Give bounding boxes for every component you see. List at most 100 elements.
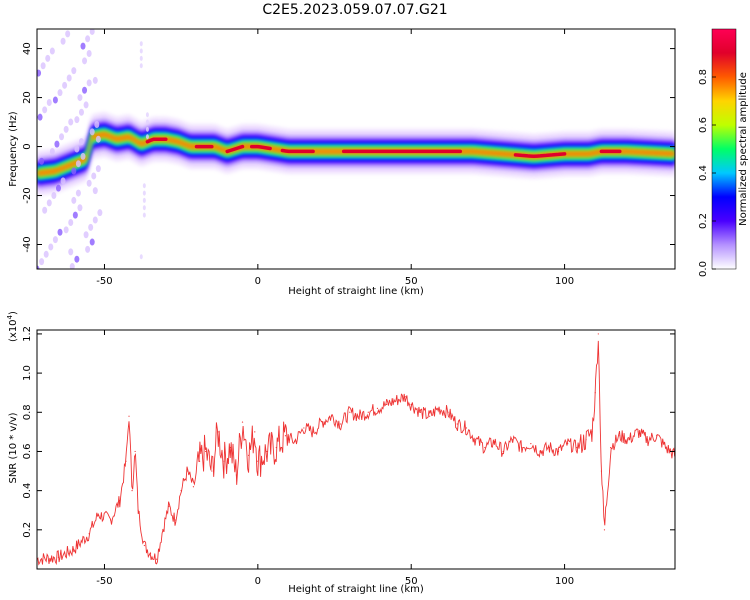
heatmap-noise [74, 145, 80, 153]
x-tick-label: -50 [96, 576, 112, 587]
heatmap-noise [71, 196, 77, 204]
snr-point [597, 333, 599, 335]
snr-point [119, 499, 121, 502]
snr-point [628, 439, 630, 441]
snr-y-label: SNR (10 * v/v) [8, 412, 19, 483]
snr-point [248, 454, 250, 456]
x-tick-label: 100 [555, 576, 574, 587]
y-tick-label: 0.8 [22, 404, 33, 420]
snr-point [97, 513, 99, 515]
snr-point [294, 441, 296, 443]
colorbar-ticks: 0.0 0.2 0.4 0.6 0.8 [698, 69, 716, 277]
heatmap-noise [55, 184, 61, 192]
spectrogram-frame [36, 28, 676, 270]
heatmap-noise [95, 135, 101, 143]
heatmap-core [513, 152, 567, 159]
snr-point [465, 427, 468, 429]
heatmap-noise [75, 189, 81, 197]
snr-point [386, 403, 388, 406]
heatmap-noise [42, 206, 48, 214]
snr-point [456, 423, 458, 425]
heatmap-noise [139, 55, 143, 61]
snr-point [192, 486, 195, 488]
heatmap-noise [63, 125, 69, 133]
heatmap-noise [57, 228, 63, 236]
snr-point [511, 439, 514, 441]
heatmap-noise [94, 121, 100, 129]
snr-point [591, 431, 593, 433]
heatmap-noise [68, 218, 74, 226]
snr-x-label: Height of straight line (km) [288, 584, 424, 595]
snr-point [502, 450, 504, 453]
heatmap-noise [145, 126, 149, 132]
colorbar-frame [711, 28, 737, 270]
heatmap-noise [69, 263, 75, 269]
snr-point [73, 548, 75, 551]
heatmap-noise [139, 48, 143, 54]
heatmap-noise [42, 106, 48, 114]
heatmap-noise [89, 29, 95, 35]
heatmap-noise [145, 112, 149, 118]
heatmap-core [225, 144, 245, 154]
heatmap-noise [145, 119, 149, 125]
heatmap-noise [66, 74, 72, 82]
heatmap-noise [74, 116, 80, 124]
snr-point [223, 460, 225, 462]
snr-point [395, 399, 397, 402]
snr-point [125, 460, 127, 462]
snr-point [646, 439, 648, 441]
y-tick-label: -40 [22, 236, 33, 252]
heatmap-noise [142, 205, 146, 211]
heatmap-noise [142, 197, 146, 203]
heatmap-noise [45, 54, 51, 62]
heatmap-noise [49, 147, 55, 155]
heatmap-noise [78, 138, 84, 146]
figure-title: C2E5.2023.059.07.07.G21 [262, 2, 447, 18]
snr-point [217, 431, 219, 433]
x-tick-label: 0 [255, 276, 261, 287]
snr-point [149, 552, 152, 554]
x-tick-label: -50 [96, 276, 112, 287]
heatmap-noise [37, 265, 40, 269]
y-tick-label: 0.2 [22, 522, 33, 538]
colorbar-tick-label: 0.6 [698, 117, 709, 133]
heatmap-noise [77, 204, 83, 212]
snr-series-line [37, 340, 675, 566]
snr-point [655, 435, 658, 437]
snr-point [275, 446, 277, 449]
heatmap-noise [139, 254, 143, 260]
heatmap-noise [82, 57, 88, 65]
snr-point [162, 529, 164, 531]
heatmap-core [280, 148, 315, 154]
spectrogram-panel: -50 0 50 100 -40 -20 0 20 40 Height of straight… [8, 28, 676, 297]
heatmap-noise [139, 63, 143, 69]
heatmap-band [37, 130, 675, 177]
snr-point [493, 441, 495, 443]
heatmap-noise [77, 94, 83, 102]
heatmap-noise [68, 118, 74, 126]
snr-line-layer [37, 333, 675, 566]
snr-point [312, 431, 314, 433]
heatmap-noise [39, 157, 45, 165]
heatmap-noise [43, 250, 49, 258]
snr-point [284, 435, 287, 437]
heatmap-noise [85, 35, 91, 43]
snr-point [600, 470, 602, 472]
heatmap-noise [142, 183, 146, 189]
x-tick-label: 100 [555, 276, 574, 287]
snr-point [330, 415, 333, 417]
heatmap-noise [92, 216, 98, 224]
y-tick-label: 0 [22, 143, 33, 149]
snr-point [576, 446, 578, 449]
snr-point [321, 421, 323, 423]
snr-point [257, 460, 259, 462]
x-tick-label: 50 [405, 276, 418, 287]
heatmap-noise [92, 76, 98, 84]
snr-point [266, 450, 268, 453]
snr-point [539, 450, 541, 453]
snr-point [609, 446, 612, 449]
snr-point [410, 403, 412, 406]
heatmap-noise [65, 30, 71, 38]
heatmap-noise [88, 223, 94, 231]
